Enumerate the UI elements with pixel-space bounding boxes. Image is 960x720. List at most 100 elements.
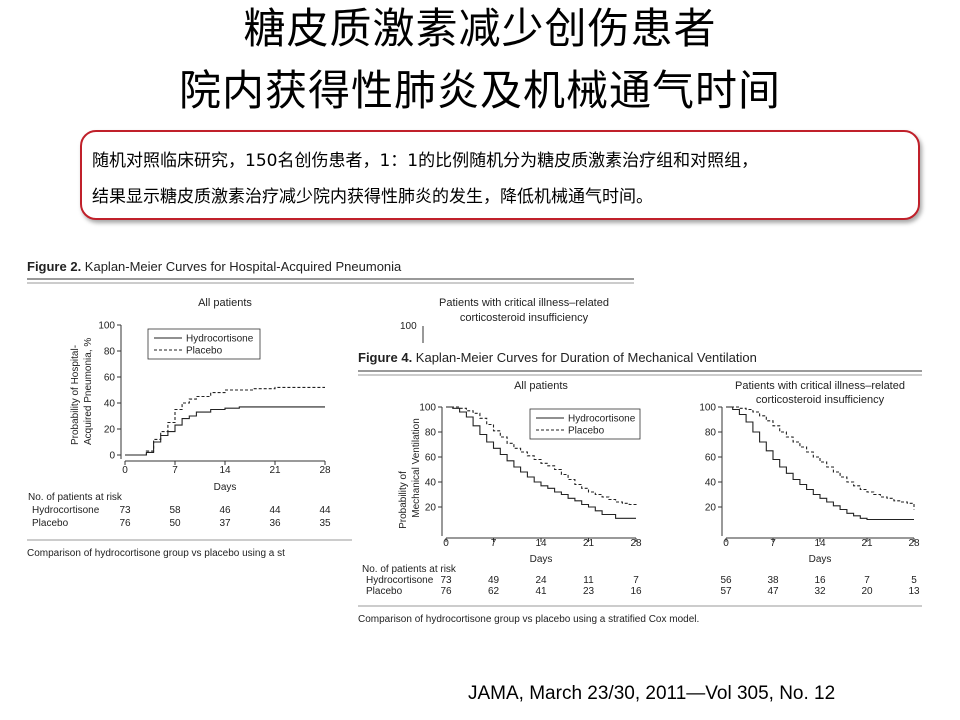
chart-fig4-ciri: 20 40 60 80 100 0 7 14 21 28 Days 56 38 16 7 5 57 47 32 20 1… (699, 403, 920, 598)
y-tick-label: 80 (425, 428, 437, 439)
risk-value: 36 (269, 518, 281, 529)
figure4-panel2-title-line2: corticosteroid insufficiency (756, 394, 885, 406)
y-tick-label: 40 (425, 478, 437, 489)
risk-value: 7 (864, 575, 870, 586)
risk-value: 56 (720, 575, 732, 586)
y-tick-label: 0 (109, 451, 115, 462)
risk-value: 47 (767, 586, 779, 597)
y-tick-label: 80 (104, 347, 116, 358)
risk-table-header: No. of patients at risk (362, 564, 457, 575)
risk-value: 41 (535, 586, 547, 597)
risk-value: 20 (861, 586, 873, 597)
y-tick-label: 100 (699, 403, 716, 414)
risk-value: 5 (911, 575, 917, 586)
risk-value: 58 (169, 505, 181, 516)
risk-row-label: Placebo (366, 586, 403, 597)
risk-value: 37 (219, 518, 231, 529)
y-tick-label: 60 (104, 373, 116, 384)
risk-value: 16 (630, 586, 642, 597)
risk-value: 38 (767, 575, 779, 586)
risk-value: 73 (440, 575, 452, 586)
figure4-panel2-title-line1: Patients with critical illness–related (735, 380, 905, 392)
series-line-hydrocortisone (125, 406, 325, 456)
summary-line2: 结果显示糖皮质激素治疗减少院内获得性肺炎的发生，降低机械通气时间。 (92, 187, 653, 207)
legend-label-hydrocortisone: Hydrocortisone (568, 414, 636, 425)
risk-table-header: No. of patients at risk (28, 492, 123, 503)
risk-row-label: Placebo (32, 518, 69, 529)
risk-value: 76 (440, 586, 452, 597)
figure4-title: Figure 4. Kaplan-Meier Curves for Durati… (358, 350, 757, 365)
slide-title-line1: 糖皮质激素减少创伤患者 (243, 4, 717, 53)
risk-row-label: Hydrocortisone (32, 505, 100, 516)
x-tick-label: 21 (861, 538, 873, 549)
x-tick-label: 28 (908, 538, 920, 549)
risk-value: 50 (169, 518, 181, 529)
x-axis-label: Days (214, 482, 237, 493)
y-tick-label: 100 (98, 321, 115, 332)
risk-value: 11 (583, 575, 594, 586)
y-tick-label: 60 (425, 453, 437, 464)
x-tick-label: 21 (269, 465, 281, 476)
legend-box (147, 328, 261, 360)
risk-value: 13 (908, 586, 920, 597)
summary-line1: 随机对照临床研究，150名创伤患者，1：1的比例随机分为糖皮质激素治疗组和对照组… (92, 151, 759, 171)
summary-box: 随机对照临床研究，150名创伤患者，1：1的比例随机分为糖皮质激素治疗组和对照组… (80, 130, 920, 220)
risk-value: 57 (720, 586, 732, 597)
x-tick-label: 0 (122, 465, 128, 476)
figure2-panel2-ytick-100: 100 (400, 321, 417, 332)
x-tick-label: 0 (723, 538, 729, 549)
y-tick-label: 80 (705, 428, 717, 439)
y-tick-label: 20 (425, 503, 437, 514)
risk-value: 44 (319, 505, 331, 516)
y-tick-label: 60 (705, 453, 717, 464)
figure4-background (352, 343, 930, 633)
series-line-hydrocortisone (726, 406, 914, 521)
y-tick-label: 40 (705, 478, 717, 489)
x-axis-label: Days (530, 554, 553, 565)
figure2-ylabel-line1: Probability of Hospital- (70, 345, 81, 445)
risk-value: 24 (535, 575, 547, 586)
x-tick-label: 28 (630, 538, 642, 549)
x-tick-label: 7 (770, 538, 776, 549)
legend-label-placebo: Placebo (186, 346, 223, 357)
x-tick-label: 7 (172, 465, 178, 476)
figure2-ylabel-line2: Acquired Pneumonia, % (83, 338, 94, 445)
risk-value: 49 (488, 575, 500, 586)
risk-value: 32 (814, 586, 826, 597)
citation: JAMA, March 23/30, 2011—Vol 305, No. 12 (468, 683, 836, 704)
risk-value: 16 (814, 575, 826, 586)
risk-value: 23 (583, 586, 595, 597)
risk-value: 62 (488, 586, 500, 597)
y-tick-label: 40 (104, 399, 116, 410)
figure4-ylabel-line2: Mechanical Ventilation (411, 418, 422, 518)
slide-title-line2: 院内获得性肺炎及机械通气时间 (178, 66, 781, 115)
legend-label-hydrocortisone: Hydrocortisone (186, 334, 254, 345)
figure2-panel1-title: All patients (198, 297, 252, 309)
x-tick-label: 0 (443, 538, 449, 549)
legend-box (529, 408, 641, 440)
y-tick-label: 100 (419, 403, 436, 414)
y-tick-label: 20 (705, 503, 717, 514)
series-line-placebo (726, 406, 915, 510)
y-tick-label: 20 (104, 425, 116, 436)
series-line-placebo (446, 406, 637, 507)
risk-value: 7 (633, 575, 639, 586)
risk-value: 35 (319, 518, 331, 529)
legend-label-placebo: Placebo (568, 426, 605, 437)
figure4-panel1-title: All patients (514, 380, 568, 392)
x-tick-label: 14 (814, 538, 826, 549)
x-tick-label: 21 (583, 538, 595, 549)
x-tick-label: 28 (319, 465, 331, 476)
x-tick-label: 7 (491, 538, 497, 549)
figure2-panel2-title-line2: corticosteroid insufficiency (460, 312, 589, 324)
figure4-footer: Comparison of hydrocortisone group vs pl… (358, 614, 699, 625)
figure2-footer: Comparison of hydrocortisone group vs pl… (27, 548, 285, 559)
risk-value: 46 (219, 505, 231, 516)
risk-row-label: Hydrocortisone (366, 575, 434, 586)
risk-value: 76 (119, 518, 131, 529)
series-line-hydrocortisone (446, 406, 636, 519)
figure2-panel2-title-line1: Patients with critical illness–related (439, 297, 609, 309)
